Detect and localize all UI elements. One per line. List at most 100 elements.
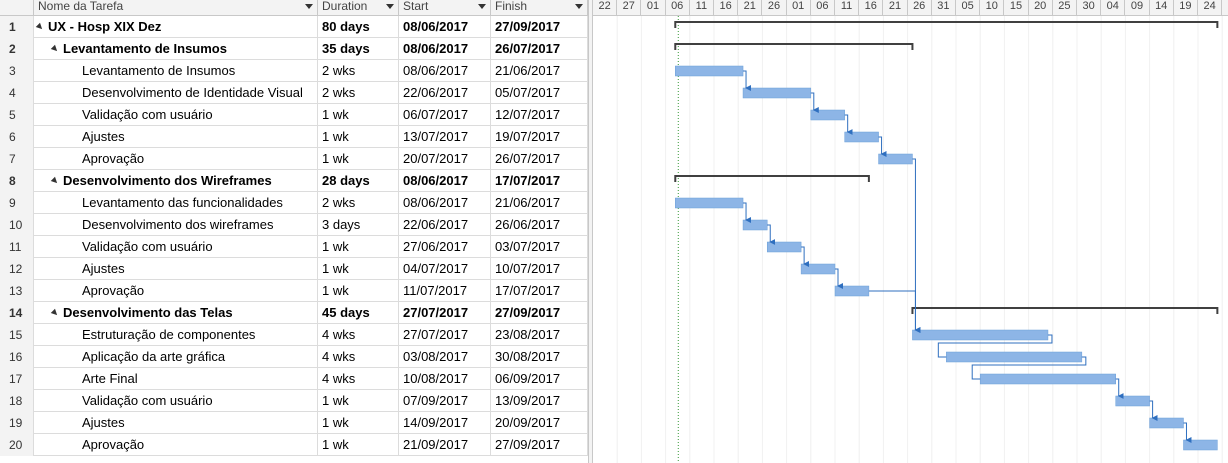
task-row[interactable]: 12 Ajustes 1 wk 04/07/2017 10/07/2017 [0, 258, 588, 280]
task-duration[interactable]: 2 wks [318, 82, 399, 104]
view-splitter[interactable] [588, 0, 593, 463]
task-start[interactable]: 08/06/2017 [399, 38, 491, 60]
task-duration[interactable]: 1 wk [318, 148, 399, 170]
task-row[interactable]: 20 Aprovação 1 wk 21/09/2017 27/09/2017 [0, 434, 588, 456]
task-finish[interactable]: 27/09/2017 [491, 302, 588, 324]
task-name[interactable]: Validação com usuário [34, 390, 318, 412]
task-name[interactable]: UX - Hosp XIX Dez [34, 16, 318, 38]
duration-dropdown-icon[interactable] [386, 4, 394, 9]
task-finish[interactable]: 06/09/2017 [491, 368, 588, 390]
task-id[interactable]: 6 [0, 126, 34, 148]
collapse-triangle-icon[interactable] [50, 44, 60, 54]
task-row[interactable]: 5 Validação com usuário 1 wk 06/07/2017 12/0… [0, 104, 588, 126]
collapse-triangle-icon[interactable] [50, 308, 60, 318]
task-finish[interactable]: 27/09/2017 [491, 16, 588, 38]
task-bar[interactable] [1115, 395, 1150, 407]
task-bar[interactable] [844, 131, 879, 143]
task-bar[interactable] [912, 329, 1049, 341]
task-start[interactable]: 20/07/2017 [399, 148, 491, 170]
task-duration[interactable]: 4 wks [318, 368, 399, 390]
task-id[interactable]: 9 [0, 192, 34, 214]
task-row[interactable]: 7 Aprovação 1 wk 20/07/2017 26/07/2017 [0, 148, 588, 170]
task-name[interactable]: Arte Final [34, 368, 318, 390]
task-bar[interactable] [810, 109, 845, 121]
task-start[interactable]: 27/07/2017 [399, 324, 491, 346]
task-id[interactable]: 2 [0, 38, 34, 60]
task-duration[interactable]: 28 days [318, 170, 399, 192]
task-duration[interactable]: 80 days [318, 16, 399, 38]
task-duration[interactable]: 45 days [318, 302, 399, 324]
task-id[interactable]: 18 [0, 390, 34, 412]
task-id[interactable]: 13 [0, 280, 34, 302]
task-bar[interactable] [1149, 417, 1184, 429]
task-start[interactable]: 21/09/2017 [399, 434, 491, 456]
task-finish[interactable]: 26/07/2017 [491, 148, 588, 170]
task-bar[interactable] [979, 373, 1116, 385]
task-id[interactable]: 19 [0, 412, 34, 434]
task-name[interactable]: Aprovação [34, 434, 318, 456]
task-name[interactable]: Ajustes [34, 126, 318, 148]
task-id[interactable]: 12 [0, 258, 34, 280]
task-name[interactable]: Desenvolvimento de Identidade Visual [34, 82, 318, 104]
finish-column-header[interactable]: Finish [491, 0, 588, 16]
task-name[interactable]: Desenvolvimento dos wireframes [34, 214, 318, 236]
task-id[interactable]: 5 [0, 104, 34, 126]
task-name[interactable]: Levantamento de Insumos [34, 38, 318, 60]
task-row[interactable]: 19 Ajustes 1 wk 14/09/2017 20/09/2017 [0, 412, 588, 434]
task-duration[interactable]: 1 wk [318, 236, 399, 258]
name-dropdown-icon[interactable] [305, 4, 313, 9]
task-duration[interactable]: 2 wks [318, 192, 399, 214]
task-start[interactable]: 22/06/2017 [399, 82, 491, 104]
task-row[interactable]: 8 Desenvolvimento dos Wireframes 28 days 08… [0, 170, 588, 192]
task-finish[interactable]: 10/07/2017 [491, 258, 588, 280]
task-bar[interactable] [1183, 439, 1218, 451]
task-start[interactable]: 14/09/2017 [399, 412, 491, 434]
task-id[interactable]: 17 [0, 368, 34, 390]
task-name[interactable]: Levantamento das funcionalidades [34, 192, 318, 214]
task-row[interactable]: 13 Aprovação 1 wk 11/07/2017 17/07/2017 [0, 280, 588, 302]
task-name[interactable]: Aprovação [34, 148, 318, 170]
task-bar[interactable] [834, 285, 870, 297]
task-finish[interactable]: 03/07/2017 [491, 236, 588, 258]
task-duration[interactable]: 1 wk [318, 126, 399, 148]
task-duration[interactable]: 35 days [318, 38, 399, 60]
task-start[interactable]: 10/08/2017 [399, 368, 491, 390]
name-column-header[interactable]: Nome da Tarefa [34, 0, 318, 16]
task-row[interactable]: 3 Levantamento de Insumos 2 wks 08/06/2017 2… [0, 60, 588, 82]
task-row[interactable]: 1 UX - Hosp XIX Dez 80 days 08/06/2017 27/09… [0, 16, 588, 38]
task-start[interactable]: 27/07/2017 [399, 302, 491, 324]
task-start[interactable]: 08/06/2017 [399, 16, 491, 38]
task-duration[interactable]: 1 wk [318, 258, 399, 280]
task-name[interactable]: Ajustes [34, 412, 318, 434]
task-finish[interactable]: 30/08/2017 [491, 346, 588, 368]
task-name[interactable]: Desenvolvimento dos Wireframes [34, 170, 318, 192]
task-finish[interactable]: 23/08/2017 [491, 324, 588, 346]
task-duration[interactable]: 1 wk [318, 412, 399, 434]
task-start[interactable]: 07/09/2017 [399, 390, 491, 412]
task-bar[interactable] [800, 263, 836, 275]
task-duration[interactable]: 2 wks [318, 60, 399, 82]
finish-dropdown-icon[interactable] [575, 4, 583, 9]
task-name[interactable]: Ajustes [34, 258, 318, 280]
task-row[interactable]: 17 Arte Final 4 wks 10/08/2017 06/09/2017 [0, 368, 588, 390]
task-finish[interactable]: 21/06/2017 [491, 192, 588, 214]
task-id[interactable]: 11 [0, 236, 34, 258]
task-name[interactable]: Estruturação de componentes [34, 324, 318, 346]
task-name[interactable]: Aplicação da arte gráfica [34, 346, 318, 368]
task-finish[interactable]: 27/09/2017 [491, 434, 588, 456]
task-start[interactable]: 11/07/2017 [399, 280, 491, 302]
task-finish[interactable]: 12/07/2017 [491, 104, 588, 126]
task-bar[interactable] [675, 197, 744, 209]
task-finish[interactable]: 20/09/2017 [491, 412, 588, 434]
task-start[interactable]: 27/06/2017 [399, 236, 491, 258]
task-id[interactable]: 8 [0, 170, 34, 192]
task-duration[interactable]: 1 wk [318, 280, 399, 302]
task-start[interactable]: 03/08/2017 [399, 346, 491, 368]
task-name[interactable]: Validação com usuário [34, 104, 318, 126]
id-column-header[interactable] [0, 0, 34, 16]
start-column-header[interactable]: Start [399, 0, 491, 16]
task-row[interactable]: 14 Desenvolvimento das Telas 45 days 27/07/… [0, 302, 588, 324]
task-finish[interactable]: 17/07/2017 [491, 280, 588, 302]
collapse-triangle-icon[interactable] [35, 22, 45, 32]
task-id[interactable]: 14 [0, 302, 34, 324]
